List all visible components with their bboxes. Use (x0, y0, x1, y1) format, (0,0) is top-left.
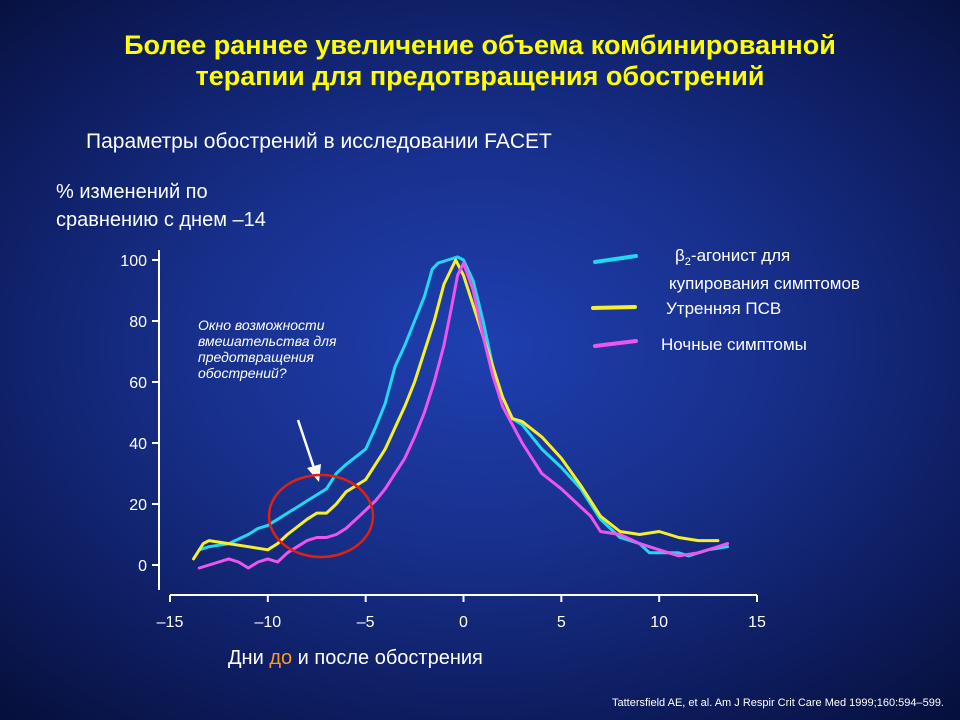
annotation-arrow-head (307, 464, 321, 482)
x-tick-label: 5 (557, 614, 566, 631)
y-ticks: 0 20 40 60 80 100 (120, 253, 159, 575)
legend-beta-text: -агонист для (691, 246, 790, 265)
annotation-arrow (296, 419, 317, 472)
y-tick-label: 40 (129, 436, 147, 453)
y-axis-label: % изменений по сравнению с днем –14 (56, 178, 266, 234)
x-axis-label-after: и после обострения (292, 647, 483, 669)
legend-label-pef: Утренняя ПСВ (666, 299, 781, 318)
series-line-morning-pef (192, 258, 720, 561)
intervention-window-circle (267, 473, 375, 559)
legend-beta-sub: 2 (685, 256, 691, 268)
x-tick-label: 15 (748, 614, 766, 631)
annotation-line-2: вмешательства для (198, 333, 337, 349)
annotation-line-4: обострений? (198, 365, 287, 381)
x-tick-label: 10 (650, 614, 668, 631)
legend-label-beta: β2-агонист для (675, 246, 790, 268)
y-tick-label: 60 (129, 375, 147, 392)
slide-title: Более раннее увеличение объема комбиниро… (40, 30, 920, 92)
y-axis-label-line-2: сравнению с днем –14 (56, 209, 266, 231)
legend-swatch-beta (593, 254, 638, 264)
series-line-beta-agonist (197, 255, 730, 558)
x-ticks: –15 –10 –5 0 5 10 15 (157, 595, 766, 631)
chart-series (192, 255, 730, 570)
legend-label-beta-line-2: купирования симптомов (669, 274, 860, 293)
legend-label-night: Ночные симптомы (661, 335, 807, 354)
y-axis-label-line-1: % изменений по (56, 181, 208, 203)
legend-beta-prefix: β (675, 246, 685, 265)
title-line-1: Более раннее увеличение объема комбиниро… (124, 30, 836, 60)
legend-swatch-pef (591, 305, 637, 310)
intervention-annotation: Окно возможности вмешательства для предо… (198, 317, 375, 559)
y-tick-label: 0 (138, 558, 147, 575)
series-line-night-symptoms (197, 261, 730, 570)
x-tick-label: –15 (157, 614, 184, 631)
x-axis-label-highlight: до (269, 647, 293, 669)
chart-subtitle: Параметры обострений в исследовании FACE… (86, 130, 552, 153)
annotation-line-1: Окно возможности (198, 317, 325, 333)
y-tick-label: 20 (129, 497, 147, 514)
y-tick-label: 80 (129, 314, 147, 331)
annotation-line-3: предотвращения (198, 349, 314, 365)
x-axis-label: Дни до и после обострения (228, 647, 483, 670)
x-axis-label-before: Дни (228, 647, 270, 669)
title-line-2: терапии для предотвращения обострений (195, 61, 765, 91)
citation: Tattersfield AE, et al. Am J Respir Crit… (611, 697, 944, 709)
x-tick-label: 0 (459, 614, 468, 631)
x-tick-label: –10 (254, 614, 281, 631)
legend-swatch-night (593, 339, 638, 348)
y-tick-label: 100 (120, 253, 147, 270)
chart-legend: β2-агонист для купирования симптомов Утр… (591, 246, 860, 354)
x-tick-label: –5 (357, 614, 375, 631)
